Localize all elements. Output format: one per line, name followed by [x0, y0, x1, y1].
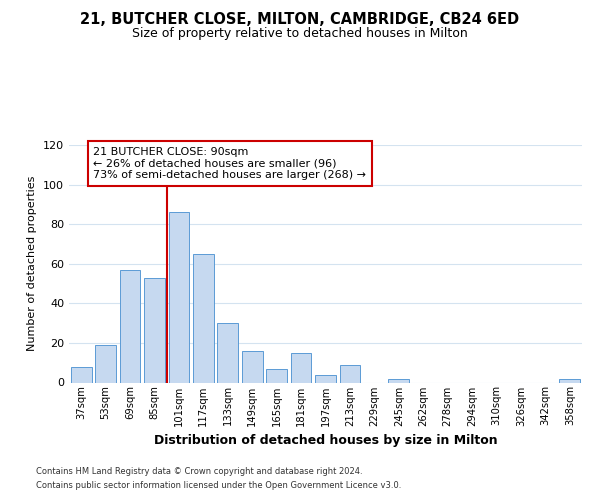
Bar: [71, 366, 92, 382]
Text: 21 BUTCHER CLOSE: 90sqm
← 26% of detached houses are smaller (96)
73% of semi-de: 21 BUTCHER CLOSE: 90sqm ← 26% of detache…: [94, 147, 367, 180]
Bar: [559, 378, 580, 382]
Bar: [290, 353, 311, 382]
Bar: [242, 351, 263, 382]
Bar: [217, 323, 238, 382]
Text: Contains HM Land Registry data © Crown copyright and database right 2024.: Contains HM Land Registry data © Crown c…: [36, 467, 362, 476]
Bar: [193, 254, 214, 382]
Bar: [119, 270, 140, 382]
Bar: [388, 378, 409, 382]
Bar: [266, 368, 287, 382]
Bar: [340, 364, 361, 382]
Text: 21, BUTCHER CLOSE, MILTON, CAMBRIDGE, CB24 6ED: 21, BUTCHER CLOSE, MILTON, CAMBRIDGE, CB…: [80, 12, 520, 28]
Bar: [95, 345, 116, 383]
Text: Contains public sector information licensed under the Open Government Licence v3: Contains public sector information licen…: [36, 481, 401, 490]
Bar: [315, 374, 336, 382]
Text: Size of property relative to detached houses in Milton: Size of property relative to detached ho…: [132, 28, 468, 40]
Bar: [144, 278, 165, 382]
X-axis label: Distribution of detached houses by size in Milton: Distribution of detached houses by size …: [154, 434, 497, 447]
Y-axis label: Number of detached properties: Number of detached properties: [28, 176, 37, 352]
Bar: [169, 212, 190, 382]
